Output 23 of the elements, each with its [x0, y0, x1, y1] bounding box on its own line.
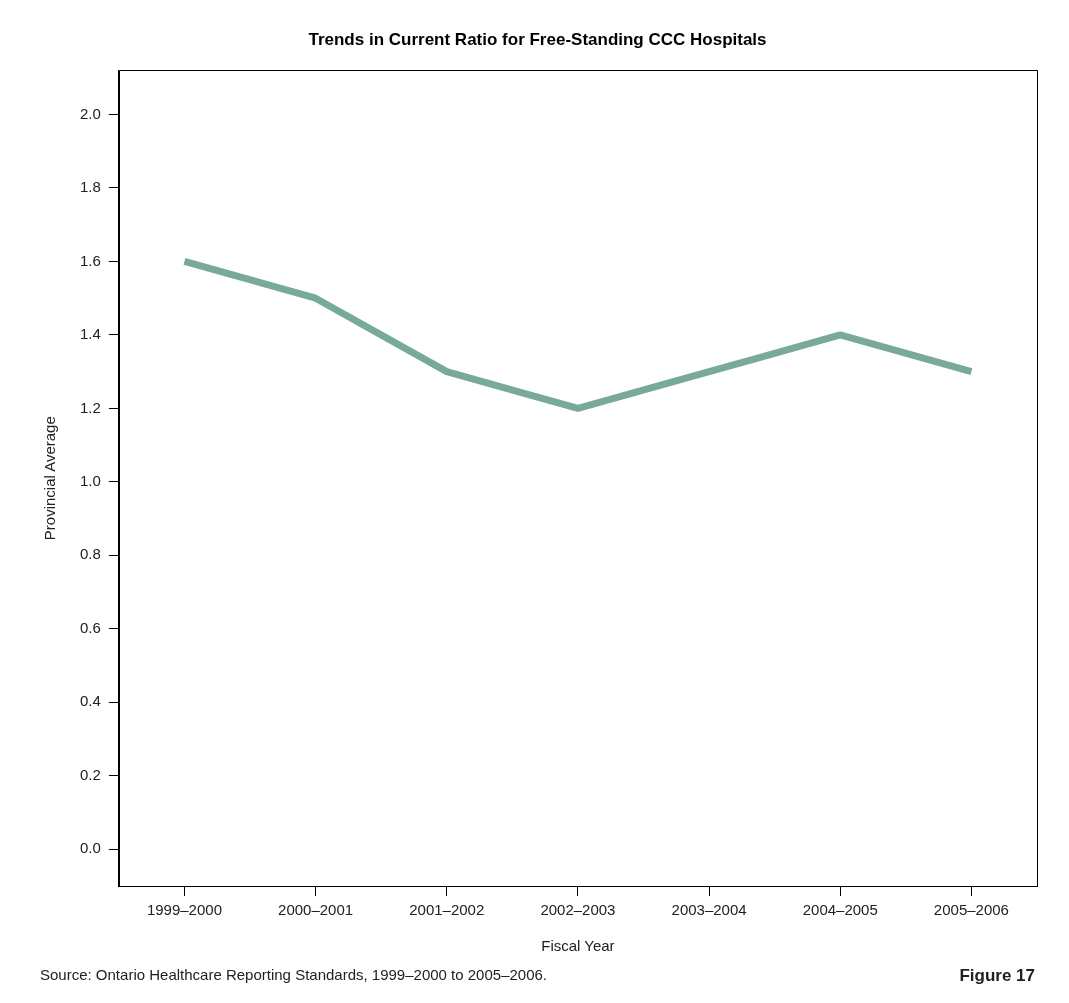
y-tick-label: 0.6: [79, 618, 101, 636]
y-tick-label: 1.8: [79, 178, 101, 196]
y-axis-title: Provincial Average: [41, 416, 59, 541]
source-note: Source: Ontario Healthcare Reporting Standards, 1999–2000 to 2005–2006.: [40, 966, 548, 983]
x-tick-label: 2005–2006: [933, 901, 1009, 919]
x-axis-title: Fiscal Year: [541, 937, 615, 955]
chart-title: Trends in Current Ratio for Free-Standing CCC Hospitals: [308, 29, 767, 49]
x-tick-label: 2003–2004: [671, 901, 747, 919]
y-tick-label: 1.0: [79, 472, 101, 490]
caption: Figure 17: [959, 966, 1035, 986]
y-tick-label: 0.8: [79, 545, 101, 563]
x-tick-label: 1999–2000: [146, 901, 222, 919]
x-tick-label: 2002–2003: [540, 901, 616, 919]
y-tick-label: 0.2: [79, 765, 101, 783]
x-tick-label: 2000–2001: [278, 901, 354, 919]
y-tick-label: 0.0: [79, 839, 101, 857]
x-tick-label: 2001–2002: [409, 901, 485, 919]
y-tick-label: 1.6: [79, 251, 101, 269]
x-tick-label: 2004–2005: [802, 901, 878, 919]
y-tick-label: 1.2: [79, 398, 101, 416]
y-tick-label: 1.4: [79, 325, 101, 343]
y-tick-label: 2.0: [79, 104, 101, 122]
y-tick-label: 0.4: [79, 692, 101, 710]
